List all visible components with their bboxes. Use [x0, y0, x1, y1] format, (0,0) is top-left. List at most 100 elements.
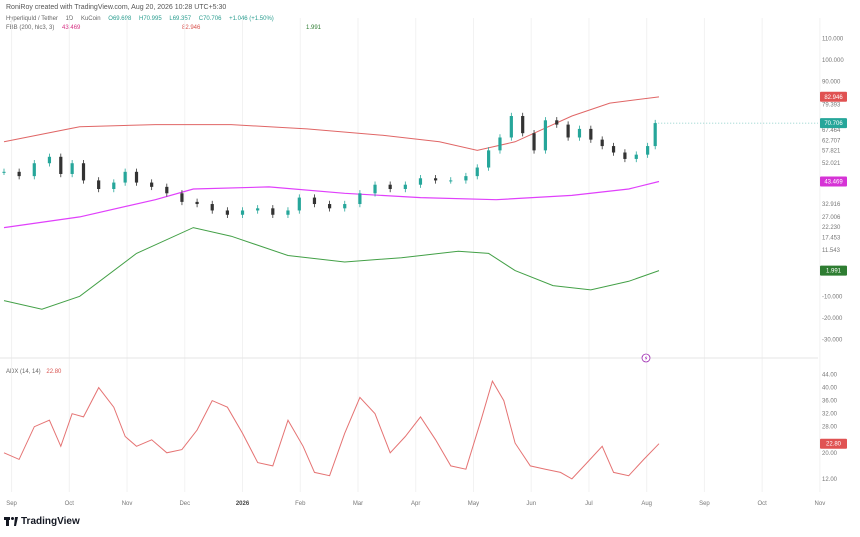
fbb-lower-value: 1.991	[306, 25, 322, 31]
time-tick-label: Dec	[179, 501, 190, 507]
price-candle	[97, 180, 101, 189]
fbb-label[interactable]: FBB (200, hlc3, 3)	[6, 25, 55, 31]
price-candle	[2, 171, 6, 173]
price-tag-label: 82.946	[824, 95, 843, 101]
time-tick-label: Nov	[122, 501, 133, 507]
price-candle	[17, 171, 21, 177]
adx-tag[interactable]	[820, 438, 847, 449]
price-candle	[634, 154, 638, 159]
price-candle	[475, 167, 479, 177]
price-candle	[509, 116, 513, 138]
price-candle	[59, 156, 63, 174]
price-candle	[487, 150, 491, 168]
adx-tick-label: 32.00	[822, 412, 838, 418]
price-candle	[271, 208, 275, 215]
price-candle	[165, 186, 169, 194]
price-tick-label: 11.543	[822, 248, 841, 254]
price-tag[interactable]	[820, 91, 847, 102]
time-tick-label: Mar	[353, 501, 363, 507]
price-tick-label: 100.000	[822, 58, 844, 64]
brand-name: TradingView	[21, 516, 80, 527]
price-candle	[555, 120, 559, 125]
price-tag-label: 1.991	[826, 269, 842, 275]
time-tick-label: Oct	[757, 501, 767, 507]
adx-tag-label: 22.80	[826, 442, 842, 448]
price-tag[interactable]	[820, 118, 847, 129]
price-axis[interactable]: 110.000 100.000 90.000 79.393 67.464 62.707 57…	[820, 37, 847, 344]
price-tick-label: -20.000	[822, 316, 843, 322]
price-pane	[2, 96, 818, 310]
price-candle	[70, 163, 74, 174]
time-tick-label: Sep	[699, 501, 710, 507]
fbb-upper-value: 82.946	[182, 25, 201, 31]
price-candle	[195, 201, 199, 205]
price-candle	[464, 176, 468, 181]
price-candle	[286, 210, 290, 215]
adx-axis[interactable]: 44.00 40.00 36.00 32.00 28.00 20.00 12.00 22.80	[820, 373, 847, 483]
time-tick-label: Aug	[641, 501, 652, 507]
price-tick-label: 27.006	[822, 215, 841, 221]
price-candle	[566, 124, 570, 138]
price-candle	[388, 184, 392, 189]
price-candle	[312, 197, 317, 205]
price-tick-label: 52.021	[822, 161, 841, 167]
price-candle	[498, 137, 502, 151]
price-candle	[358, 193, 362, 205]
adx-label[interactable]: ADX (14, 14)	[6, 369, 41, 375]
adx-value: 22.80	[46, 369, 62, 375]
time-tick-label: Jul	[585, 501, 593, 507]
price-candle	[418, 178, 423, 185]
tradingview-logo[interactable]: TradingView	[4, 516, 80, 527]
time-tick-label: Jun	[526, 501, 536, 507]
price-candle	[180, 193, 184, 202]
price-candle	[521, 116, 525, 134]
exchange-label: KuCoin	[80, 16, 101, 22]
price-candle	[403, 184, 407, 189]
price-tick-label: 110.000	[822, 37, 844, 43]
price-tick-label: 79.393	[822, 102, 841, 108]
adx-pane	[3, 379, 660, 480]
price-candle	[532, 133, 536, 151]
time-tick-label: Nov	[815, 501, 826, 507]
lightning-icon[interactable]	[641, 353, 651, 363]
price-candle	[150, 182, 154, 187]
price-candle	[123, 171, 127, 183]
time-tick-label: May	[468, 501, 479, 507]
price-tick-label: 62.707	[822, 138, 841, 144]
change-value: +1.046 (+1.50%)	[229, 16, 274, 22]
price-tick-label: 17.453	[822, 235, 841, 241]
adx-tick-label: 20.00	[822, 451, 838, 457]
adx-tick-label: 28.00	[822, 425, 838, 431]
time-tick-label: Feb	[295, 501, 306, 507]
price-candle	[577, 128, 582, 138]
price-tag[interactable]	[820, 176, 847, 187]
time-axis[interactable]: Sep Oct Nov Dec 2026 Feb Mar Apr May Jun Jul Aug Sep…	[6, 501, 825, 507]
grid	[11, 18, 821, 492]
fbb-legend: FBB (200, hlc3, 3) 43.469 82.946 1.991	[6, 25, 406, 31]
bb-middle-line	[3, 180, 660, 229]
chart-credit: RoniRoy created with TradingView.com, Au…	[6, 4, 227, 11]
price-candle	[434, 178, 438, 181]
bb-upper-line	[3, 96, 660, 151]
price-tag[interactable]	[820, 265, 847, 276]
price-tag-label: 43.469	[824, 180, 843, 186]
bb-lower-line	[3, 227, 660, 310]
high-value: H70.995	[139, 16, 162, 22]
price-candle	[646, 146, 650, 155]
price-candle	[623, 152, 627, 159]
adx-tick-label: 36.00	[822, 399, 838, 405]
adx-tick-label: 12.00	[822, 477, 838, 483]
adx-legend: ADX (14, 14) 22.80	[6, 369, 61, 375]
price-candle	[225, 210, 229, 215]
price-candle	[210, 204, 214, 211]
price-tick-label: 67.464	[822, 128, 841, 134]
symbol-name[interactable]: HyperliquId / Tether	[6, 16, 58, 22]
adx-line	[3, 379, 660, 480]
adx-tick-label: 44.00	[822, 373, 838, 379]
price-candle	[449, 180, 453, 182]
price-tick-label: -10.000	[822, 294, 843, 300]
price-candle	[47, 156, 52, 164]
price-candle	[256, 208, 260, 211]
price-candle	[373, 184, 377, 194]
